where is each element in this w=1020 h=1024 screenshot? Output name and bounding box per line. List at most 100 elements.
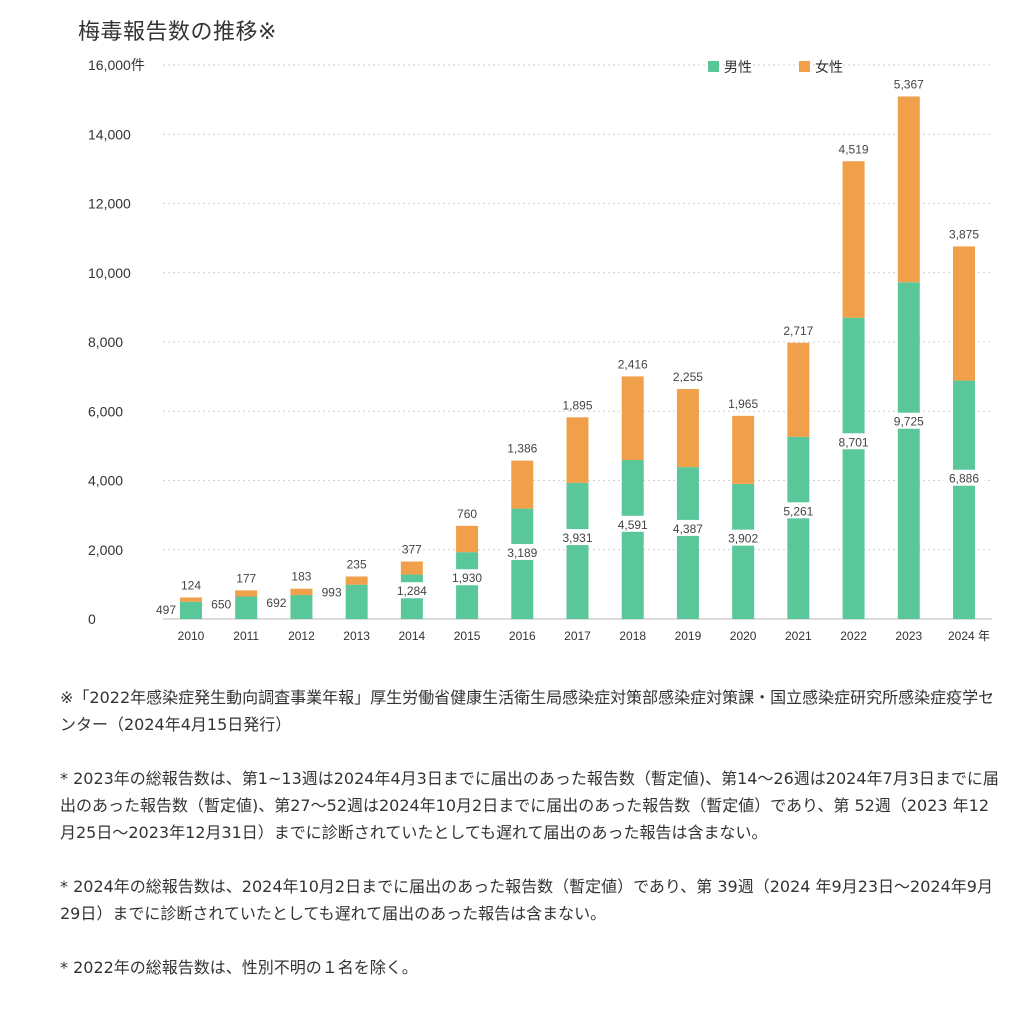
- x-tick-label: 2012: [288, 629, 315, 643]
- bar-female: [566, 417, 589, 483]
- x-tick-label: 2015: [454, 629, 481, 643]
- data-label-bg: [943, 469, 985, 486]
- bar-female: [290, 588, 313, 596]
- bar-male: [180, 601, 202, 619]
- x-tick-label: 2011: [233, 629, 259, 643]
- data-label-male: 1,284: [397, 584, 427, 598]
- data-label-male: 8,701: [839, 435, 869, 449]
- bar-female: [235, 590, 258, 597]
- data-label-bg: [667, 519, 709, 536]
- y-tick-label: 6,000: [88, 403, 123, 419]
- data-label-bg: [557, 529, 598, 546]
- data-label-female: 5,367: [894, 77, 924, 91]
- y-tick-label: 4,000: [88, 473, 123, 489]
- y-tick-label: 0: [88, 611, 96, 627]
- data-label-bg: [501, 543, 543, 560]
- data-label-female: 1,965: [728, 397, 758, 411]
- chart-title: 梅毒報告数の推移※: [78, 20, 277, 45]
- data-label-female: 760: [457, 507, 477, 521]
- x-tick-label: 2022: [840, 629, 867, 643]
- note-2022: * 2022年の総報告数は、性別不明の１名を除く。: [60, 958, 418, 977]
- x-tick-label: 2019: [675, 629, 702, 643]
- bar-male: [511, 508, 534, 619]
- bar-female: [456, 525, 479, 553]
- x-tick-label: 2017: [564, 629, 591, 643]
- bar-male: [732, 483, 755, 619]
- bar-female: [787, 342, 810, 437]
- y-tick-label: 12,000: [88, 196, 131, 212]
- bar-female: [180, 597, 202, 602]
- bar-female: [400, 561, 423, 575]
- data-label-female: 235: [347, 557, 367, 571]
- x-tick-label: 2018: [619, 629, 646, 643]
- x-tick-label: 2020: [730, 629, 757, 643]
- bar-male: [235, 596, 258, 619]
- data-label-male: 4,387: [673, 522, 703, 536]
- x-tick-label: 2016: [509, 629, 536, 643]
- data-label-bg: [391, 582, 433, 599]
- bar-male: [953, 380, 975, 619]
- data-label-female: 183: [291, 570, 311, 584]
- bar-female: [842, 161, 865, 318]
- bar-male: [897, 282, 920, 619]
- data-label-male: 692: [266, 596, 286, 610]
- bar-female: [732, 415, 755, 484]
- data-label-bg: [888, 412, 930, 429]
- data-label-male: 6,886: [949, 472, 979, 486]
- note-2024: * 2024年の総報告数は、2024年10月2日までに届出のあった報告数（暫定値…: [60, 877, 993, 923]
- x-tick-label: 2013: [343, 629, 370, 643]
- data-label-male: 993: [322, 586, 342, 600]
- bar-male: [456, 552, 479, 619]
- data-label-bg: [777, 502, 819, 519]
- data-label-female: 177: [236, 571, 256, 585]
- legend-label: 男性: [724, 59, 752, 75]
- bar-male: [345, 584, 368, 619]
- data-label-female: 124: [181, 578, 201, 592]
- x-tick-label: 2010: [178, 629, 205, 643]
- legend-swatch: [799, 61, 810, 72]
- bar-female: [953, 246, 975, 381]
- bar-male: [290, 595, 313, 619]
- data-label-bg: [833, 433, 875, 450]
- data-label-female: 4,519: [839, 142, 869, 156]
- data-label-female: 377: [402, 542, 422, 556]
- legend-swatch: [708, 61, 719, 72]
- data-label-female: 2,416: [618, 357, 648, 371]
- data-label-bg: [446, 569, 488, 586]
- y-tick-label: 16,000件: [88, 57, 145, 73]
- y-tick-label: 14,000: [88, 126, 131, 142]
- data-label-female: 2,255: [673, 370, 703, 384]
- data-label-male: 1,930: [452, 571, 482, 585]
- note-2023: * 2023年の総報告数は、第1~13週は2024年4月3日までに届出のあった報…: [60, 769, 999, 842]
- y-tick-label: 10,000: [88, 265, 131, 281]
- bar-male: [842, 317, 865, 619]
- data-label-female: 2,717: [783, 324, 813, 338]
- bar-female: [897, 96, 920, 283]
- data-label-male: 9,725: [894, 415, 924, 429]
- data-label-male: 4,591: [618, 518, 648, 532]
- notes-section: ※「2022年感染症発生動向調査事業年報」厚生労働省健康生活衛生局感染症対策部感…: [60, 684, 1005, 1008]
- bar-male: [676, 467, 699, 619]
- bar-female: [676, 389, 699, 468]
- x-tick-label: 2021: [785, 629, 812, 643]
- bar-male: [566, 482, 589, 619]
- data-label-male: 3,189: [507, 546, 537, 560]
- x-tick-label: 2014: [399, 629, 426, 643]
- data-label-female: 1,895: [562, 398, 592, 412]
- data-label-female: 1,386: [507, 442, 537, 456]
- stacked-bar-chart: 0 2,000 4,000 6,000 8,000 10,000 12,000 14,000 1…: [88, 57, 992, 643]
- y-tick-label: 8,000: [88, 334, 123, 350]
- bar-female: [621, 376, 644, 461]
- bar-male: [621, 460, 644, 619]
- data-label-male: 3,902: [728, 532, 758, 546]
- x-tick-label: 2024 年: [948, 629, 990, 643]
- bar-female: [345, 576, 368, 585]
- data-label-male: 5,261: [783, 504, 813, 518]
- legend-label: 女性: [815, 59, 843, 75]
- bar-male: [787, 436, 810, 619]
- data-label-female: 3,875: [949, 227, 979, 241]
- data-label-male: 3,931: [562, 531, 592, 545]
- data-label-bg: [612, 515, 654, 532]
- source-note: ※「2022年感染症発生動向調査事業年報」厚生労働省健康生活衛生局感染症対策部感…: [60, 688, 995, 734]
- data-label-male: 650: [211, 597, 231, 611]
